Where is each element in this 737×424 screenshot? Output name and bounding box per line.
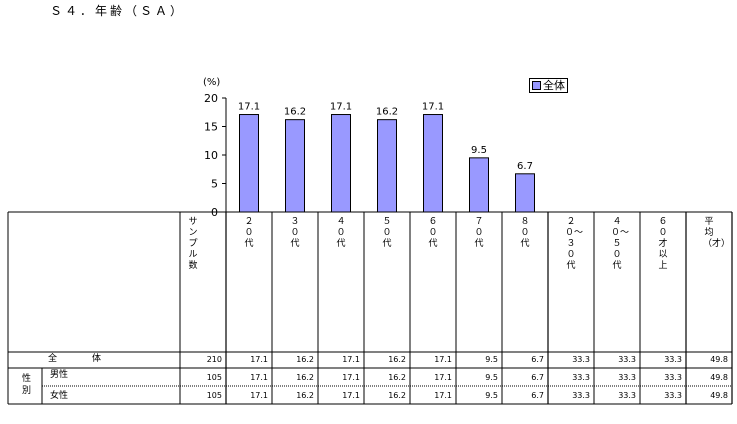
- y-tick-label: 20: [204, 92, 218, 105]
- table-cell: 16.2: [296, 373, 314, 382]
- column-header: ２０〜３０代: [565, 217, 584, 271]
- column-header: サンプル数: [188, 217, 198, 271]
- row-label: 全 体: [48, 354, 104, 364]
- bar: [239, 114, 259, 213]
- table-cell: 105: [206, 391, 222, 400]
- row-label: 女性: [50, 391, 69, 401]
- column-header: ７０代: [474, 217, 484, 249]
- bar-value-label: 9.5: [471, 145, 487, 156]
- column-header: ６０才以上: [658, 217, 668, 271]
- bar: [285, 119, 305, 213]
- bar-value-label: 17.1: [330, 102, 352, 113]
- bar-value-label: 17.1: [422, 102, 444, 113]
- table-cell: 210: [206, 355, 222, 364]
- table-cell: 49.8: [710, 355, 728, 364]
- table-cell: 17.1: [434, 373, 452, 382]
- table-cell: 33.3: [572, 373, 590, 382]
- table-cell: 17.1: [250, 355, 268, 364]
- column-header: ４０〜５０代: [611, 217, 630, 271]
- column-header: ８０代: [520, 217, 530, 249]
- table-cell: 17.1: [342, 391, 360, 400]
- table-cell: 9.5: [485, 391, 498, 400]
- column-header: ２０代: [244, 217, 254, 249]
- table-cell: 33.3: [618, 355, 636, 364]
- table-cell: 17.1: [434, 355, 452, 364]
- table-cell: 33.3: [664, 391, 682, 400]
- table-cell: 33.3: [664, 373, 682, 382]
- bar-value-label: 16.2: [376, 107, 398, 118]
- page-title: Ｓ４．年齢（ＳＡ）: [50, 4, 186, 18]
- column-header: 平均（才）: [703, 217, 731, 249]
- table-cell: 16.2: [296, 355, 314, 364]
- bar-value-label: 6.7: [517, 161, 533, 172]
- table-cell: 16.2: [296, 391, 314, 400]
- y-tick-label: 15: [204, 121, 218, 134]
- bar: [423, 114, 443, 213]
- table-cell: 6.7: [531, 355, 544, 364]
- table-cell: 49.8: [710, 391, 728, 400]
- table-cell: 105: [206, 373, 222, 382]
- legend-swatch: [532, 81, 541, 90]
- table-cell: 33.3: [572, 391, 590, 400]
- table-cell: 17.1: [342, 355, 360, 364]
- table-cell: 17.1: [434, 391, 452, 400]
- legend-label: 全体: [543, 79, 565, 92]
- bar-value-label: 17.1: [238, 102, 260, 113]
- column-header: ３０代: [290, 217, 300, 249]
- table-cell: 17.1: [250, 373, 268, 382]
- table-cell: 16.2: [388, 373, 406, 382]
- bar: [377, 119, 397, 213]
- column-header: ６０代: [428, 217, 438, 249]
- table-cell: 49.8: [710, 373, 728, 382]
- bar-value-label: 16.2: [284, 107, 306, 118]
- table-cell: 17.1: [342, 373, 360, 382]
- table-cell: 9.5: [485, 373, 498, 382]
- table-cell: 6.7: [531, 391, 544, 400]
- table-cell: 33.3: [664, 355, 682, 364]
- table-cell: 33.3: [618, 373, 636, 382]
- table-cell: 9.5: [485, 355, 498, 364]
- column-header: ４０代: [336, 217, 346, 249]
- table-cell: 16.2: [388, 391, 406, 400]
- legend: 全体: [529, 78, 568, 93]
- table-cell: 33.3: [572, 355, 590, 364]
- y-tick-label: 10: [204, 149, 218, 162]
- bar: [515, 173, 535, 213]
- bar: [469, 157, 489, 213]
- table-cell: 17.1: [250, 391, 268, 400]
- row-label: 男性: [50, 370, 69, 380]
- group-label: 性: [22, 374, 32, 384]
- column-header: ５０代: [382, 217, 392, 249]
- table-cell: 16.2: [388, 355, 406, 364]
- table-cell: 6.7: [531, 373, 544, 382]
- y-tick-label: 5: [211, 178, 218, 191]
- table-cell: 33.3: [618, 391, 636, 400]
- group-label: 別: [22, 386, 32, 396]
- y-axis-title: (%): [203, 77, 221, 88]
- bar: [331, 114, 351, 213]
